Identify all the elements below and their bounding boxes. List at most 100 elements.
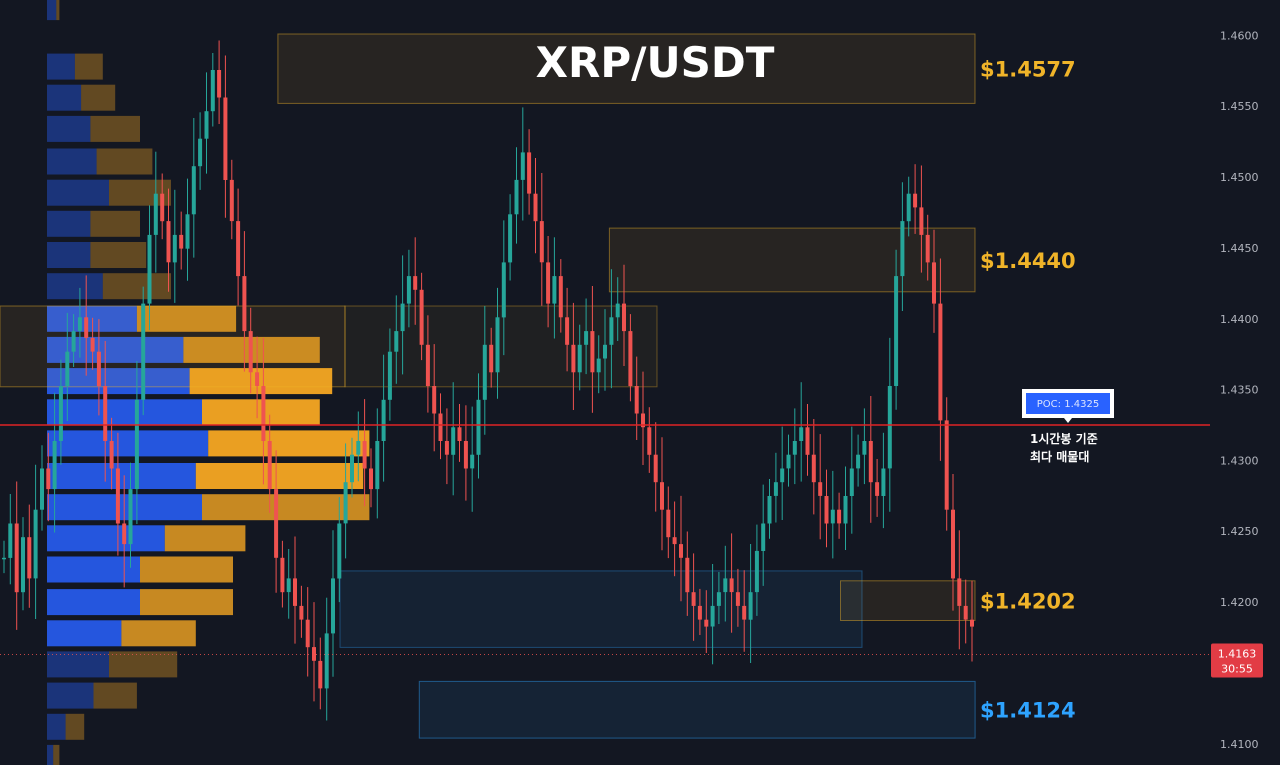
candle-down [590,331,595,373]
candle-up [723,578,728,593]
candle-up [381,399,386,441]
profile-bar-sell [121,620,196,647]
candle-up [77,317,82,331]
profile-bar-sell [202,494,370,521]
candle-down [704,619,709,627]
candle-down [641,413,645,428]
candle-down [438,413,443,441]
profile-bar-sell [90,242,147,268]
candle-up [21,537,25,593]
poc-badge-label: POC: 1.4325 [1037,399,1099,410]
candle-up [716,592,721,606]
candle-up [495,317,500,373]
candle-up [147,234,152,304]
profile-bar-buy [47,651,109,678]
profile-bar-sell [164,525,246,552]
candle-down [312,647,316,661]
support-box-mid [339,570,863,648]
candle-down [122,523,127,545]
profile-bar-buy [47,305,137,332]
candle-up [862,441,867,455]
candle-up [786,454,791,469]
candle-up [128,489,133,545]
candle-up [204,111,209,139]
candle-up [331,578,335,634]
candle-down [527,152,532,194]
profile-bar-buy [47,744,54,765]
value-area-box [0,305,346,388]
zone-label-support-1: $1.4202 [980,590,1076,614]
profile-bar-sell [90,115,140,142]
candle-up [830,509,835,524]
candle-down [970,619,974,627]
price-tick-label: 1.4600 [1220,29,1259,42]
price-tick-label: 1.4100 [1220,738,1259,751]
candle-down [109,441,114,469]
profile-bar-sell [93,682,137,709]
price-tick-label: 1.4450 [1220,242,1259,255]
candle-down [672,537,677,545]
zone-label-resistance-top: $1.4577 [980,58,1076,82]
candle-up [603,344,607,359]
candle-up [799,427,804,441]
candle-up [2,557,6,560]
profile-bar-sell [74,53,103,80]
candle-down [571,344,576,373]
candle-up [596,358,601,373]
candle-up [843,496,848,524]
profile-bar-sell [140,589,233,616]
candle-up [210,70,215,112]
candle-up [8,523,13,558]
candle-down [179,234,184,249]
candle-down [261,386,266,441]
candle-up [508,214,513,263]
candle-up [761,523,766,551]
candle-down [957,578,962,606]
profile-bar-buy [47,0,57,21]
candle-up [470,454,475,469]
candle-up [141,303,146,400]
profile-bar-buy [47,179,109,206]
candle-down [539,221,544,263]
profile-bar-sell [53,744,60,765]
candle-down [533,193,538,222]
candle-down [925,234,930,263]
profile-bar-sell [195,463,364,489]
zone-resistance-mid [608,227,976,293]
candle-down [938,303,943,421]
profile-bar-sell [202,399,320,426]
profile-bar-sell [90,210,140,237]
candle-up [894,276,899,386]
candle-up [906,193,911,222]
candle-up [754,550,759,593]
candle-up [387,351,392,400]
candle-up [375,441,380,490]
candle-up [767,496,772,524]
candle-down [868,441,873,483]
candle-down [742,605,747,620]
candle-down [274,489,279,558]
zone-label-support-2: $1.4124 [980,699,1076,723]
candle-up [324,633,329,689]
candle-down [318,660,323,689]
candle-down [634,386,639,414]
current-price-value: 1.4163 [1218,648,1257,661]
candle-down [305,619,310,648]
poc-annotation-line2: 최다 매물대 [1030,449,1089,464]
candle-down [691,592,696,606]
candle-down [293,578,297,606]
profile-bar-sell [109,651,178,678]
profile-bar-buy [47,273,103,300]
profile-bar-buy [47,399,202,426]
candle-down [280,557,285,593]
zone-resistance-top [277,33,976,104]
candle-down [679,544,683,558]
candle-down [242,276,247,332]
price-tick-label: 1.4250 [1220,525,1259,538]
profile-bar-sell [65,713,85,740]
price-tick-label: 1.4300 [1220,454,1259,467]
candle-up [71,331,76,352]
candle-up [356,441,361,455]
profile-bar-sell [81,84,116,111]
